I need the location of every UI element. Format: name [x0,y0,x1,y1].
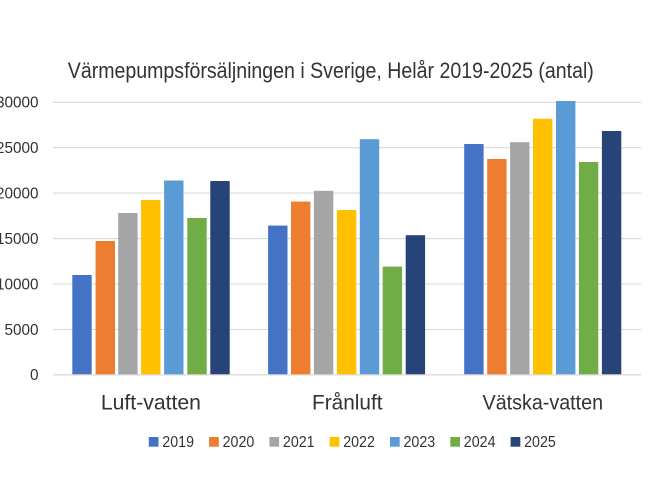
svg-text:2023: 2023 [404,434,436,451]
svg-text:20000: 20000 [0,185,39,202]
svg-text:2022: 2022 [343,434,375,451]
svg-text:2024: 2024 [464,434,496,451]
svg-text:30000: 30000 [0,95,39,112]
svg-text:25000: 25000 [0,140,39,157]
svg-text:5000: 5000 [5,322,39,339]
svg-text:15000: 15000 [0,231,39,248]
svg-text:2025: 2025 [524,434,556,451]
svg-text:Luft-vatten: Luft-vatten [101,392,201,415]
svg-text:Värmepumpsförsäljningen i Sver: Värmepumpsförsäljningen i Sverige, Helår… [68,58,594,83]
svg-text:Frånluft: Frånluft [312,392,383,415]
svg-text:0: 0 [30,367,39,384]
svg-text:2020: 2020 [223,434,255,451]
svg-text:Vätska-vatten: Vätska-vatten [483,392,604,415]
svg-text:2021: 2021 [283,434,315,451]
svg-text:10000: 10000 [0,276,39,293]
svg-text:2019: 2019 [162,434,194,451]
